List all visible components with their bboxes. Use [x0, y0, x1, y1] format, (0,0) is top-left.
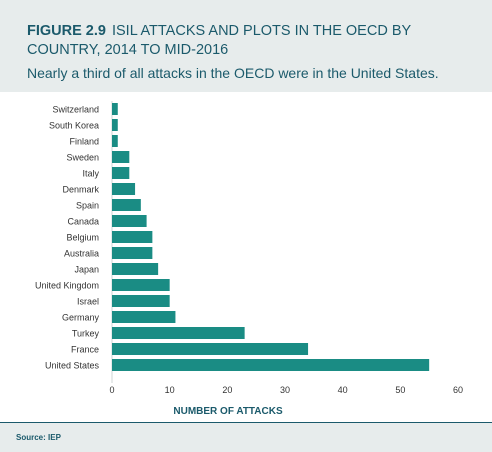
category-label: Japan	[74, 265, 99, 275]
bar	[112, 119, 118, 131]
bar	[112, 151, 130, 163]
bar	[112, 327, 245, 339]
bar	[112, 231, 153, 243]
x-axis-title: NUMBER OF ATTACKS	[173, 406, 283, 417]
bar	[112, 263, 159, 275]
category-label: Turkey	[72, 329, 100, 339]
category-label: Finland	[69, 137, 99, 147]
bar	[112, 247, 153, 259]
bar	[112, 167, 130, 179]
figure-subtitle: Nearly a third of all attacks in the OEC…	[27, 65, 439, 81]
category-label: Belgium	[66, 233, 99, 243]
bar	[112, 359, 430, 371]
x-tick-label: 30	[280, 385, 290, 395]
category-label: Israel	[77, 297, 99, 307]
bar	[112, 135, 118, 147]
x-tick-label: 40	[338, 385, 348, 395]
category-label: Switzerland	[52, 105, 99, 115]
bar-chart: Switzerland South Korea Finland Sweden Italy…	[35, 101, 463, 417]
x-tick-label: 20	[222, 385, 232, 395]
divider	[0, 422, 492, 423]
category-label: United States	[45, 361, 100, 371]
figure-label: FIGURE 2.9	[27, 23, 106, 39]
bar	[112, 311, 176, 323]
category-label: Sweden	[66, 153, 99, 163]
category-label: Germany	[62, 313, 100, 323]
x-tick-label: 10	[165, 385, 175, 395]
figure-title: FIGURE 2.9 ISIL ATTACKS AND PLOTS IN THE …	[27, 22, 479, 60]
bar	[112, 279, 170, 291]
x-tick-label: 50	[395, 385, 405, 395]
category-label: United Kingdom	[35, 281, 99, 291]
category-label: South Korea	[49, 121, 99, 131]
bar	[112, 199, 141, 211]
category-label: Denmark	[62, 185, 99, 195]
x-tick-label: 60	[453, 385, 463, 395]
category-label: Canada	[67, 217, 99, 227]
bar	[112, 295, 170, 307]
bar	[112, 343, 309, 355]
category-label: Australia	[64, 249, 99, 259]
category-label: France	[71, 345, 99, 355]
bar	[112, 103, 118, 115]
chart-area: Switzerland South Korea Finland Sweden Italy…	[0, 92, 492, 422]
source-note: Source: IEP	[16, 433, 61, 442]
bar	[112, 215, 147, 227]
category-label: Italy	[82, 169, 99, 179]
figure-title-text: ISIL ATTACKS AND PLOTS IN THE OECD BY CO…	[27, 23, 411, 58]
category-label: Spain	[76, 201, 99, 211]
bar	[112, 183, 136, 195]
x-tick-label: 0	[109, 385, 114, 395]
